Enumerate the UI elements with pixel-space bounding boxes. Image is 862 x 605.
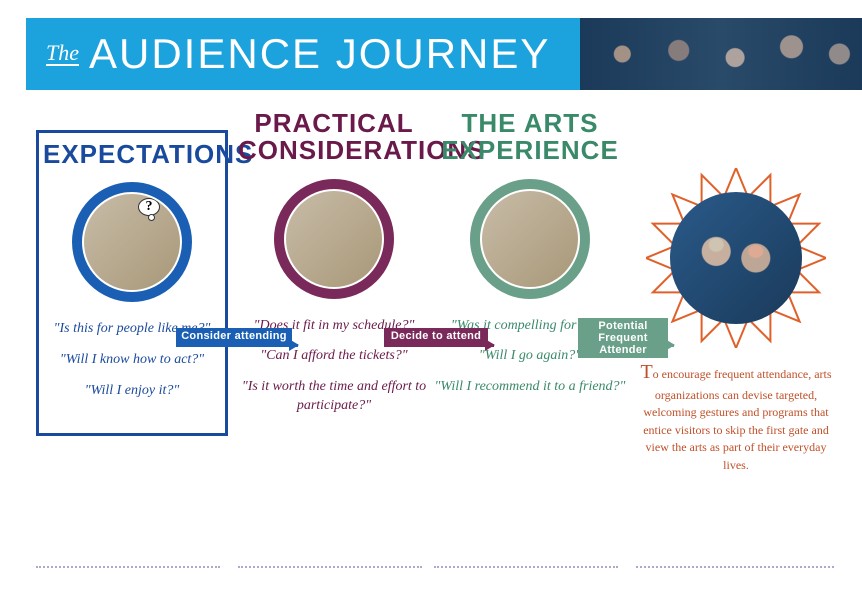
header-title: AUDIENCE JOURNEY [89,30,550,78]
question-text: "Is it worth the time and effort to part… [238,378,430,416]
stage-circle [470,179,590,299]
circle-image [286,191,382,287]
dotted-line [636,566,834,568]
question-text: "Will I know how to act?" [43,351,221,370]
dotted-line [36,566,220,568]
header-banner: The AUDIENCE JOURNEY [26,18,862,90]
dotted-line [238,566,422,568]
arrow-consider: Consider attending [176,344,298,347]
circle-image [482,191,578,287]
starburst-image [670,192,802,324]
arrow-decide: Decide to attend [384,344,494,347]
stage-circle [274,179,394,299]
question-text: "Can I afford the tickets?" [238,347,430,366]
header-left: The AUDIENCE JOURNEY [26,18,580,90]
header-audience-photo [580,18,862,90]
question-text: "Will I recommend it to a friend?" [434,378,626,397]
question-text: "Will I enjoy it?" [43,382,221,401]
header-prefix: The [46,42,79,66]
thought-bubble-icon: ? [138,198,160,216]
circle-image: ? [84,194,180,290]
stage-heading: EXPECTATIONS [43,141,221,168]
arrow-label: Decide to attend [384,328,488,344]
stage-experience: THE ARTS EXPERIENCE "Was it compelling f… [434,110,626,409]
stage-practical: PRACTICAL CONSIDERATIONS "Does it fit in… [238,110,430,428]
journey-content: EXPECTATIONS ? "Is this for people like … [26,110,836,585]
stage-circle: ? [72,182,192,302]
starburst [646,168,826,348]
starburst-area: To encourage frequent attendance, arts o… [636,168,836,474]
arrow-label: Consider attending [176,328,292,344]
starburst-text: To encourage frequent attendance, arts o… [636,358,836,474]
dotted-line [434,566,618,568]
stage-expectations: EXPECTATIONS ? "Is this for people like … [36,130,228,436]
stage-heading: PRACTICAL CONSIDERATIONS [238,110,430,165]
stage-heading: THE ARTS EXPERIENCE [434,110,626,165]
